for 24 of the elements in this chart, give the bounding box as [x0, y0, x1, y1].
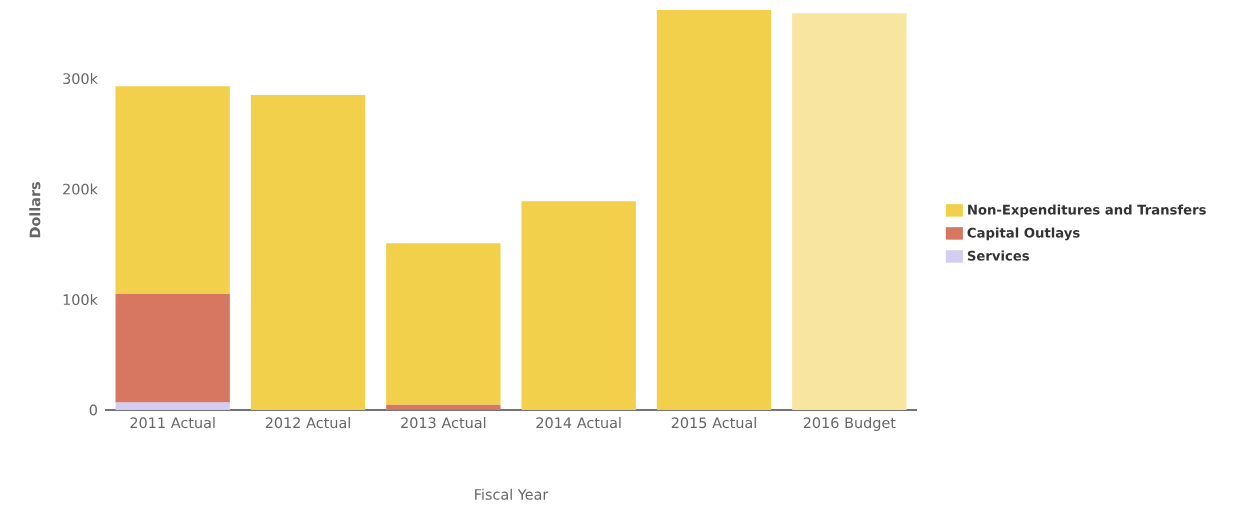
x-tick-label: 2016 Budget — [803, 417, 896, 431]
y-tick-label: 100k — [63, 293, 98, 306]
x-tick-label: 2014 Actual — [536, 417, 621, 429]
x-tick-label: 2013 Actual — [401, 417, 486, 429]
bar — [792, 13, 907, 410]
bar — [521, 201, 636, 410]
y-tick-label: 300k — [63, 72, 98, 85]
bar — [386, 243, 501, 405]
x-axis-title: Fiscal Year — [475, 488, 549, 500]
legend-label: Services — [967, 250, 1030, 261]
x-tick-label: 2011 Actual — [130, 417, 215, 429]
legend-label: Non-Expenditures and Transfers — [968, 204, 1206, 218]
y-tick-label: 200k — [63, 183, 98, 195]
bar — [386, 404, 501, 410]
y-axis-title: Dollars — [29, 182, 41, 238]
legend-label: Capital Outlays — [967, 227, 1080, 241]
bar — [250, 95, 366, 410]
y-tick-label: 0 — [89, 404, 97, 416]
bar — [115, 86, 230, 294]
bar — [656, 9, 772, 410]
bar — [115, 293, 230, 403]
x-tick-label: 2015 Actual — [671, 417, 756, 429]
bar — [115, 402, 230, 410]
x-tick-label: 2012 Actual — [265, 417, 350, 429]
